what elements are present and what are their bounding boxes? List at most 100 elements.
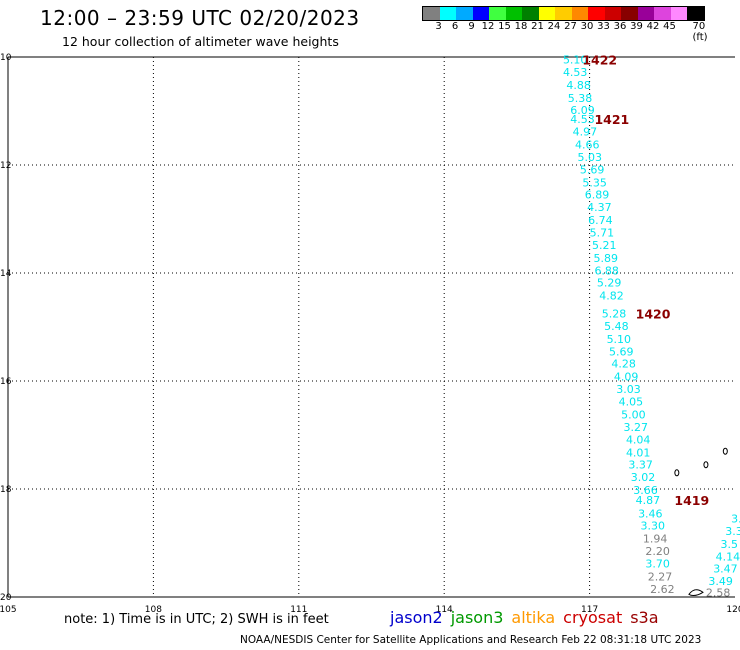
y-tick-label: 20 (0, 593, 12, 603)
wave-height-label: 3.02 (631, 471, 656, 484)
wave-height-label: 4.66 (575, 138, 600, 151)
wave-height-label: 4.28 (611, 358, 636, 371)
y-tick-label: 10 (0, 53, 12, 63)
legend-swatch (571, 7, 588, 20)
wave-height-label: 1.94 (643, 533, 668, 546)
wave-height-label: 5.28 (602, 308, 627, 321)
wave-height-label: 5.10 (563, 54, 588, 67)
y-tick-label: 18 (0, 485, 12, 495)
legend-label: 27 (564, 21, 577, 32)
legend-label: 18 (514, 21, 528, 32)
wave-height-label: 4.87 (636, 494, 661, 507)
y-tick-label: 12 (0, 161, 11, 171)
satellite-legend: jason2 jason3 altika cryosat s3a (390, 608, 667, 627)
legend-swatch (670, 7, 687, 20)
wave-height-label: 5.89 (593, 252, 618, 265)
wave-height-label: 5.48 (604, 320, 629, 333)
wave-height-label: 3.5 (720, 538, 738, 551)
wave-height-label: 4.53 (570, 113, 595, 126)
x-tick-label: 117 (581, 605, 598, 615)
legend-label: 21 (531, 21, 544, 32)
satellite-label-altika: altika (511, 608, 556, 627)
wave-height-label: 3.37 (628, 459, 653, 472)
pass-time-label: 1422 (582, 53, 617, 68)
wave-height-label: 3.46 (638, 507, 663, 520)
legend-swatch (687, 7, 704, 20)
wave-height-label: 3.66 (633, 484, 658, 497)
wave-height-label: 5.29 (597, 277, 622, 290)
credit-line: NOAA/NESDIS Center for Satellite Applica… (240, 634, 702, 646)
legend-swatch (588, 7, 605, 20)
wave-height-label: 3.70 (645, 558, 670, 571)
wave-height-label: 6.09 (570, 104, 595, 117)
wave-height-label: 5.69 (580, 163, 605, 176)
wave-height-label: 4.82 (599, 290, 624, 303)
legend-label: 6 (451, 21, 459, 32)
legend-label: 12 (481, 21, 495, 32)
legend-swatch (423, 7, 440, 20)
wave-height-label: 5.00 (621, 408, 646, 421)
wave-height-label: 4.88 (566, 79, 591, 92)
island-coastline (674, 469, 680, 477)
wave-height-label: 3.49 (708, 575, 733, 588)
satellite-label-jason3: jason3 (450, 608, 504, 627)
wave-height-label: 4.05 (619, 396, 644, 409)
wave-height-label: 4.97 (573, 126, 598, 139)
wave-height-label: 3.27 (624, 421, 649, 434)
wave-height-label: 5.71 (590, 227, 615, 240)
legend-label: 15 (498, 21, 511, 32)
island-coastline (703, 461, 709, 469)
legend-label: 30 (580, 21, 594, 32)
legend-swatch (621, 7, 638, 20)
wave-height-label: 2.27 (648, 570, 673, 583)
wave-height-label: 3.3 (725, 525, 740, 538)
wave-height-label: 2.58 (706, 587, 731, 600)
island-coastline (688, 589, 704, 596)
wave-height-label: 5.38 (568, 92, 593, 105)
wave-height-label: 4.01 (626, 446, 651, 459)
wave-height-label: 4.09 (614, 371, 639, 384)
island-coastline (722, 447, 728, 455)
x-tick-label: 105 (0, 605, 17, 615)
legend-label: 9 (468, 21, 475, 32)
legend-label: 70 (ft) (692, 21, 708, 43)
legend-swatch (522, 7, 539, 20)
pass-time-label: 1419 (674, 493, 709, 508)
footnote: note: 1) Time is in UTC; 2) SWH is in fe… (64, 612, 329, 627)
satellite-label-jason2: jason2 (390, 608, 443, 627)
x-tick-label: 108 (145, 605, 162, 615)
x-tick-label: 120 (726, 605, 740, 615)
wave-height-label: 4.37 (587, 201, 612, 214)
legend-label: 3 (435, 21, 442, 32)
y-tick-label: 16 (0, 377, 12, 387)
satellite-label-s3a: s3a (630, 608, 659, 627)
legend-label: 39 (630, 21, 643, 32)
map-subtitle: 12 hour collection of altimeter wave hei… (62, 34, 339, 49)
wave-height-label: 6.74 (588, 214, 613, 227)
legend-swatch (489, 7, 506, 20)
wave-height-label: 5.03 (577, 151, 602, 164)
legend-label: 45 (663, 21, 676, 32)
legend-swatch (604, 7, 621, 20)
legend-swatch (472, 7, 489, 20)
wave-height-label: 3.47 (713, 562, 738, 575)
legend-swatch (637, 7, 654, 20)
wave-height-label: 6.88 (594, 264, 619, 277)
wave-height-label: 5.21 (592, 239, 617, 252)
map-title: 12:00 – 23:59 UTC 02/20/2023 (40, 6, 360, 30)
wave-height-label: 5.35 (582, 176, 607, 189)
legend-swatch (654, 7, 671, 20)
wave-height-label: 3.30 (640, 520, 665, 533)
pass-time-label: 1420 (636, 307, 671, 322)
satellite-label-cryosat: cryosat (563, 608, 623, 627)
x-tick-label: 114 (436, 605, 453, 615)
legend-swatch (538, 7, 555, 20)
wave-height-label: 6.89 (585, 189, 610, 202)
wave-height-label: 4.04 (626, 433, 651, 446)
y-tick-label: 14 (0, 269, 12, 279)
wave-height-label: 4.53 (563, 66, 588, 79)
wave-height-label: 2.62 (650, 583, 675, 596)
wave-height-label: 5.10 (607, 333, 632, 346)
